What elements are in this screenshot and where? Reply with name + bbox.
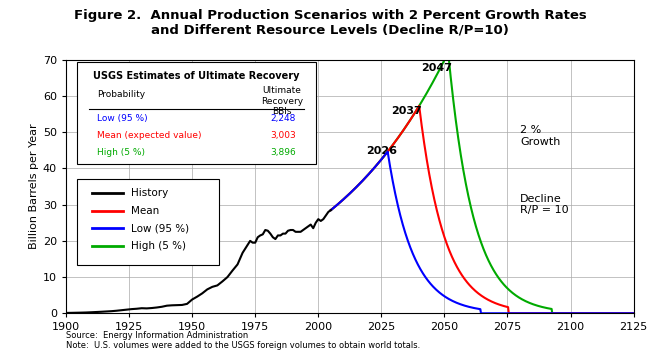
- Text: 2047: 2047: [421, 63, 452, 73]
- Y-axis label: Billion Barrels per Year: Billion Barrels per Year: [28, 124, 39, 249]
- Text: 3,003: 3,003: [270, 131, 296, 140]
- Text: High (5 %): High (5 %): [131, 241, 186, 251]
- Text: Low (95 %): Low (95 %): [97, 114, 148, 123]
- Text: High (5 %): High (5 %): [97, 148, 145, 157]
- Text: 3,896: 3,896: [270, 148, 296, 157]
- FancyBboxPatch shape: [77, 62, 315, 164]
- Text: Mean (expected value): Mean (expected value): [97, 131, 202, 140]
- Text: Ultimate
Recovery
BBls: Ultimate Recovery BBls: [261, 87, 303, 116]
- Text: Source:  Energy Information Administration
Note:  U.S. volumes were added to the: Source: Energy Information Administratio…: [66, 331, 420, 350]
- Text: 2037: 2037: [391, 106, 422, 116]
- Text: 2026: 2026: [366, 146, 397, 156]
- Text: History: History: [131, 188, 168, 198]
- FancyBboxPatch shape: [77, 179, 219, 265]
- Text: 2,248: 2,248: [271, 114, 296, 123]
- Text: Low (95 %): Low (95 %): [131, 224, 189, 233]
- Text: Probability: Probability: [97, 90, 145, 99]
- Text: 2 %
Growth: 2 % Growth: [520, 125, 560, 147]
- Text: USGS Estimates of Ultimate Recovery: USGS Estimates of Ultimate Recovery: [93, 71, 300, 81]
- Text: Mean: Mean: [131, 206, 160, 216]
- Text: Figure 2.  Annual Production Scenarios with 2 Percent Growth Rates
and Different: Figure 2. Annual Production Scenarios wi…: [74, 9, 586, 37]
- Text: Decline
R/P = 10: Decline R/P = 10: [520, 194, 569, 215]
